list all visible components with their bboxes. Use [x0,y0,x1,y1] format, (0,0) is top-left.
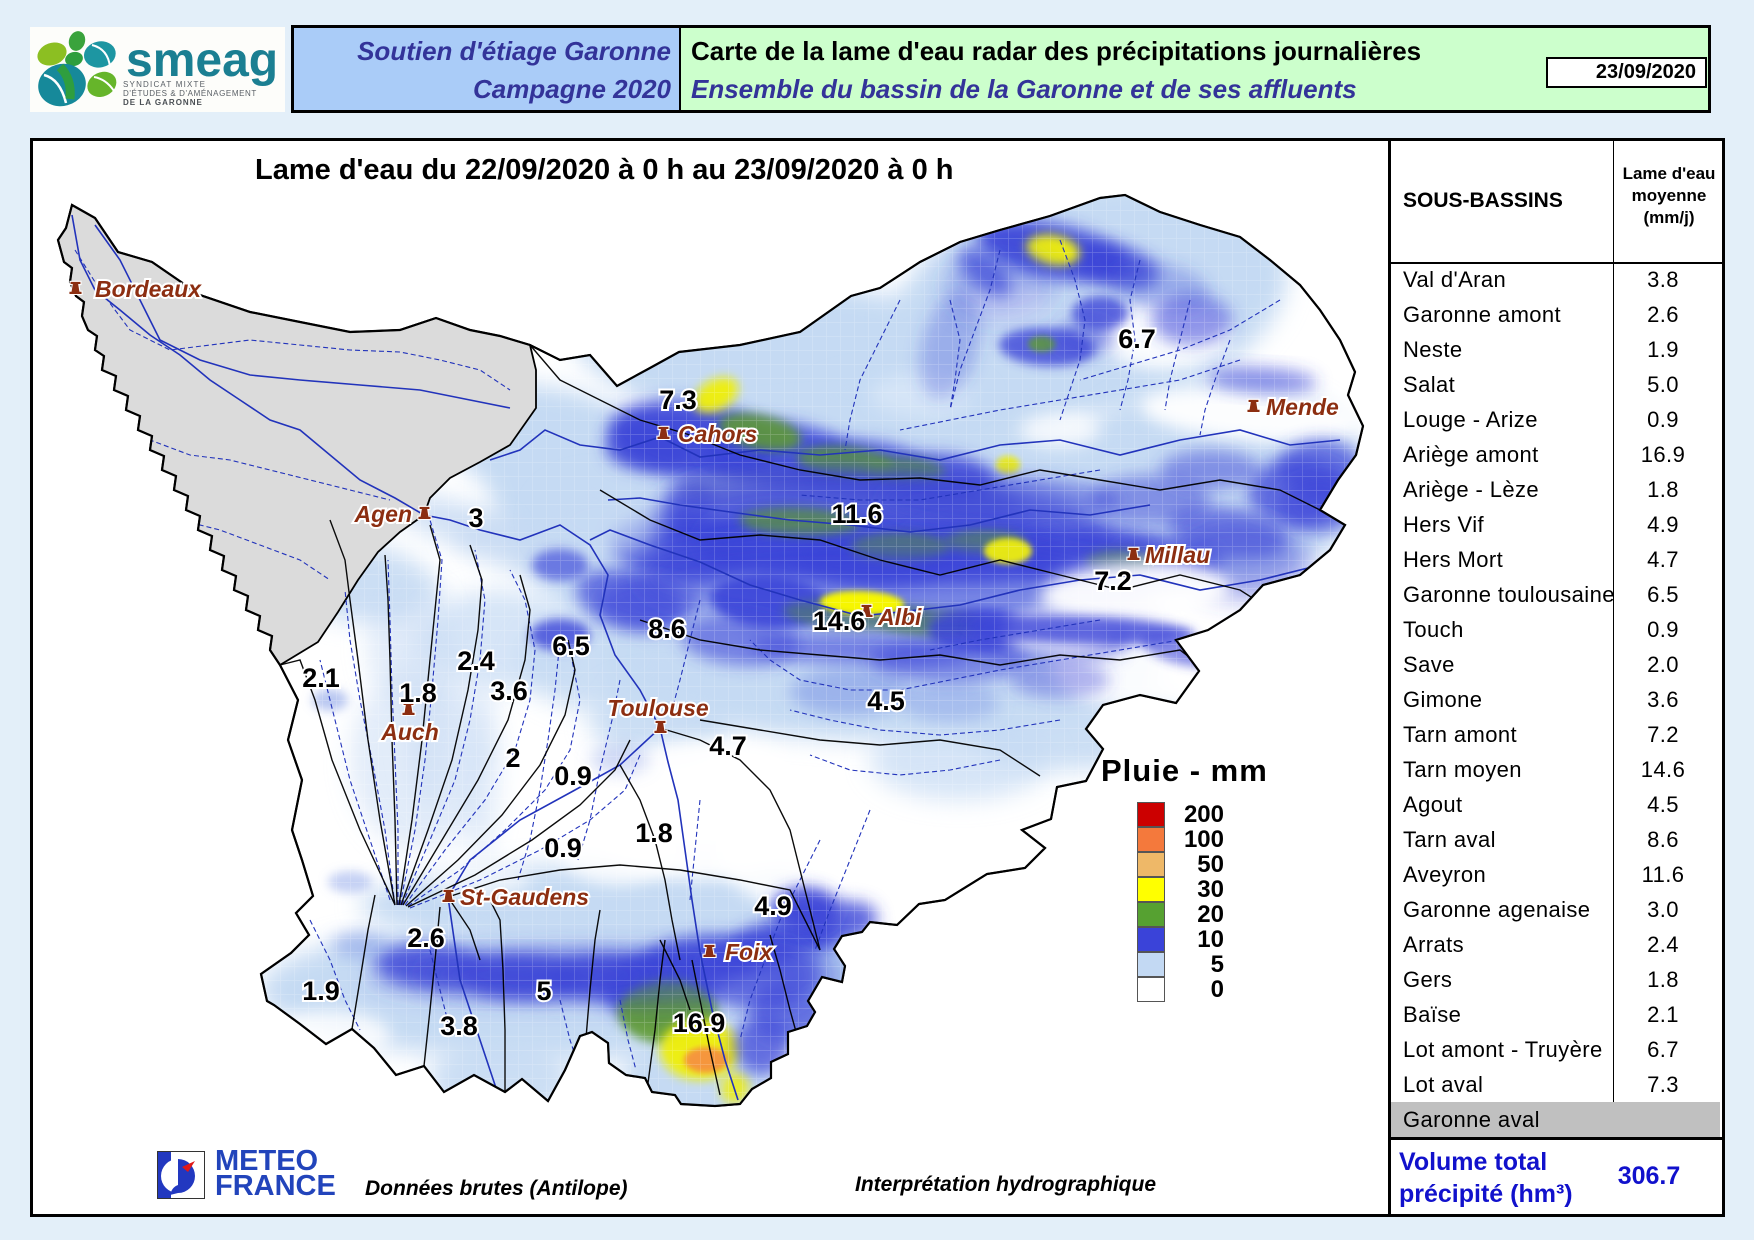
svg-text:Auch: Auch [380,719,439,745]
svg-text:Foix: Foix [725,939,773,965]
svg-text:0.9: 0.9 [544,833,582,863]
svg-text:3.6: 3.6 [490,676,528,706]
svg-text:2.1: 2.1 [302,663,340,693]
svg-text:6.5: 6.5 [552,631,590,661]
svg-text:4.9: 4.9 [754,891,792,921]
svg-text:Albi: Albi [877,604,922,630]
svg-text:smeag: smeag [126,34,278,87]
svg-text:0.9: 0.9 [554,761,592,791]
svg-text:St-Gaudens: St-Gaudens [460,884,589,910]
svg-text:D'ÉTUDES & D'AMÉNAGEMENT: D'ÉTUDES & D'AMÉNAGEMENT [123,89,257,98]
svg-text:4.5: 4.5 [867,686,905,716]
svg-text:3: 3 [468,503,483,533]
svg-text:2.6: 2.6 [407,923,445,953]
svg-text:2.4: 2.4 [457,646,495,676]
svg-text:1.8: 1.8 [635,818,673,848]
svg-text:16.9: 16.9 [673,1008,726,1038]
svg-text:4.7: 4.7 [709,731,747,761]
svg-text:Toulouse: Toulouse [607,695,709,721]
svg-text:2: 2 [505,743,520,773]
svg-text:Cahors: Cahors [678,421,757,447]
svg-text:8.6: 8.6 [648,614,686,644]
svg-text:DE LA GARONNE: DE LA GARONNE [123,98,203,107]
svg-text:5: 5 [536,976,551,1006]
svg-text:1.8: 1.8 [399,678,437,708]
svg-text:Millau: Millau [1145,542,1210,568]
svg-text:11.6: 11.6 [831,499,882,529]
svg-text:Bordeaux: Bordeaux [95,276,202,302]
svg-text:7.3: 7.3 [659,385,697,415]
svg-text:3.8: 3.8 [440,1011,478,1041]
svg-text:1.9: 1.9 [302,976,340,1006]
svg-text:Mende: Mende [1266,394,1339,420]
svg-text:Agen: Agen [354,501,413,527]
svg-text:14.6: 14.6 [813,606,866,636]
svg-text:6.7: 6.7 [1118,324,1156,354]
svg-text:SYNDICAT MIXTE: SYNDICAT MIXTE [123,80,206,89]
svg-text:7.2: 7.2 [1094,566,1132,596]
